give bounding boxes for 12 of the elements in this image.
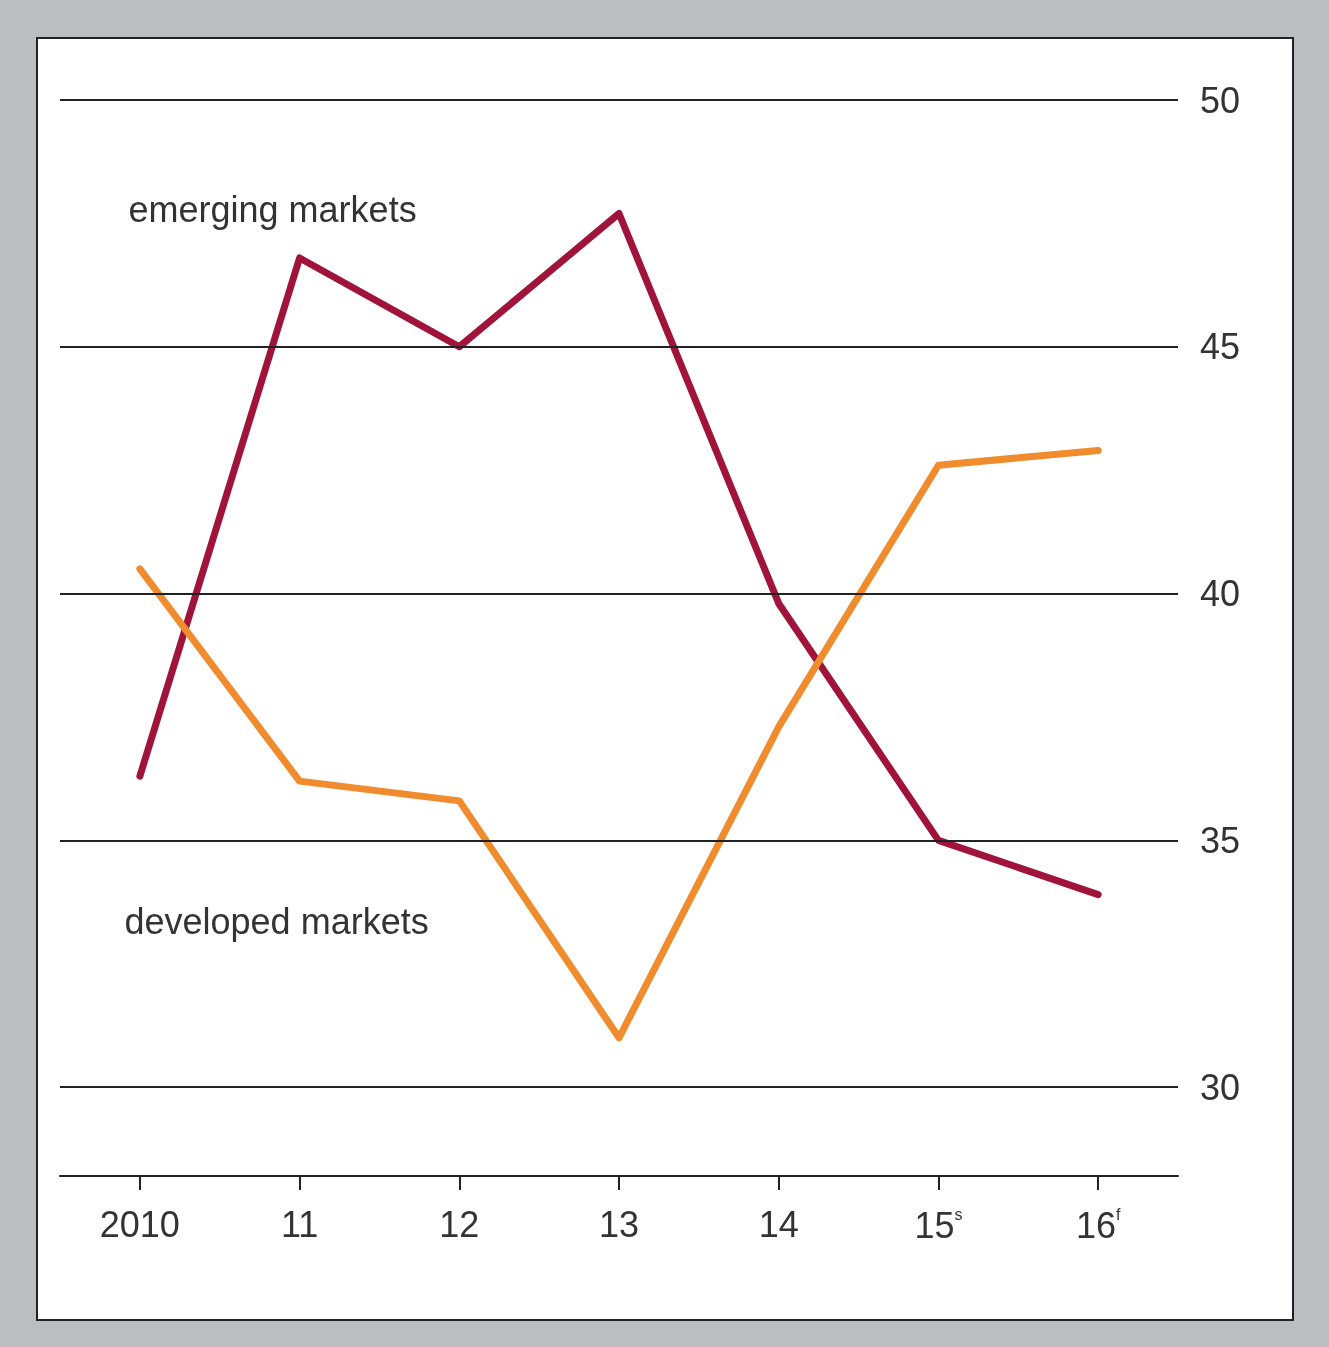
y-tick-label: 40 (1200, 573, 1241, 615)
x-tick-label: 11 (280, 1203, 319, 1245)
x-tick-label: 14 (758, 1203, 799, 1245)
y-tick-label: 35 (1200, 819, 1241, 861)
y-tick-label: 30 (1200, 1066, 1241, 1108)
series-label: emerging markets (128, 189, 417, 231)
x-tick-label: 13 (598, 1203, 640, 1245)
y-tick-label: 45 (1200, 326, 1241, 368)
text: developed markets (124, 900, 429, 942)
y-tick-label: 50 (1200, 79, 1241, 121)
x-tick-label: 12 (439, 1203, 480, 1245)
x-tick-label: 2010 (99, 1203, 180, 1245)
